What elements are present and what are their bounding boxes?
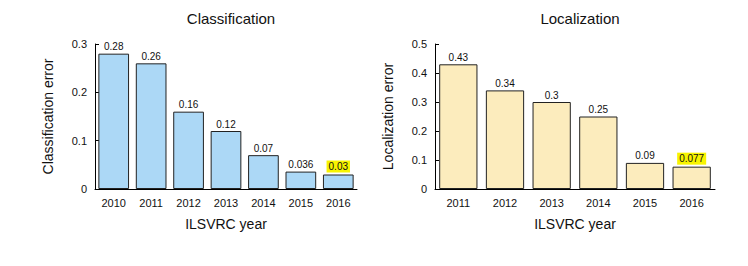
svg-text:0.3: 0.3 [545,90,559,101]
svg-text:2015: 2015 [289,197,313,209]
svg-text:0.2: 0.2 [412,125,427,137]
svg-text:2011: 2011 [447,197,471,209]
svg-text:2012: 2012 [493,197,517,209]
svg-text:ILSVRC year: ILSVRC year [185,216,267,232]
svg-text:0.1: 0.1 [72,135,87,147]
svg-text:Localization: Localization [540,10,619,27]
svg-text:2013: 2013 [214,197,238,209]
svg-text:2014: 2014 [251,197,275,209]
svg-text:0.25: 0.25 [589,104,609,115]
svg-text:0.036: 0.036 [288,159,313,170]
svg-text:0.28: 0.28 [104,41,124,52]
svg-text:0.3: 0.3 [72,38,87,50]
svg-text:2014: 2014 [586,197,610,209]
svg-text:0.4: 0.4 [412,67,427,79]
svg-text:2012: 2012 [176,197,200,209]
svg-text:2015: 2015 [633,197,657,209]
svg-text:Classification: Classification [187,10,275,27]
svg-text:2013: 2013 [539,197,563,209]
svg-text:0.03: 0.03 [329,161,349,172]
svg-text:Localization error: Localization error [380,62,396,170]
svg-text:0.26: 0.26 [141,51,161,62]
svg-text:0.5: 0.5 [412,38,427,50]
svg-text:2010: 2010 [101,197,125,209]
svg-text:0: 0 [81,183,87,195]
svg-text:0.34: 0.34 [495,78,515,89]
svg-text:2016: 2016 [679,197,703,209]
svg-text:0.077: 0.077 [679,153,704,164]
svg-text:0: 0 [421,183,427,195]
svg-text:0.09: 0.09 [635,150,655,161]
svg-text:0.43: 0.43 [449,52,469,63]
svg-text:0.2: 0.2 [72,86,87,98]
svg-text:2011: 2011 [139,197,163,209]
svg-text:0.1: 0.1 [412,154,427,166]
svg-text:2016: 2016 [326,197,350,209]
svg-text:0.16: 0.16 [179,99,199,110]
svg-text:0.07: 0.07 [254,143,274,154]
svg-text:0.12: 0.12 [216,119,236,130]
svg-text:0.3: 0.3 [412,96,427,108]
svg-text:ILSVRC year: ILSVRC year [534,216,616,232]
svg-text:Classification error: Classification error [40,58,56,174]
